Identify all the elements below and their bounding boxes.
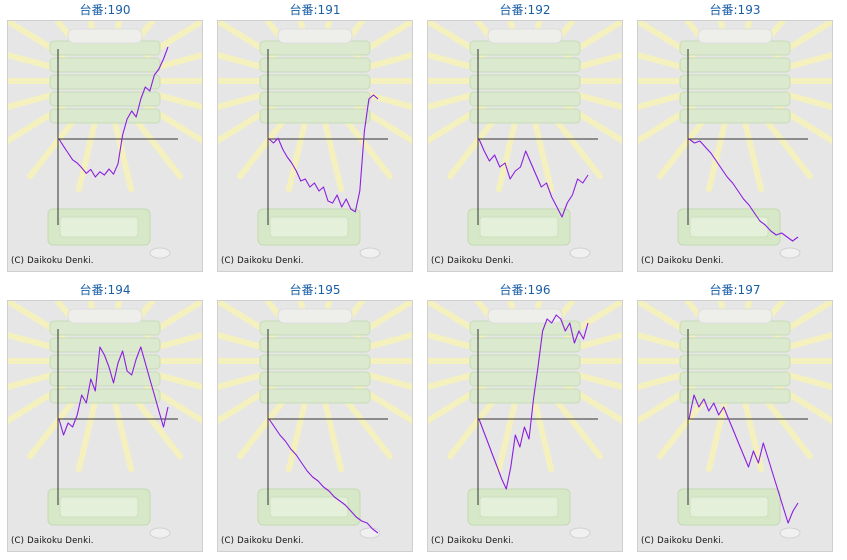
chart-cell: 台番:197 (C) Daikoku Denki. — [637, 280, 833, 552]
chart-cell: 台番:194 (C) Daikoku Denki. — [7, 280, 203, 552]
background-art — [638, 301, 832, 539]
chart-panel: (C) Daikoku Denki. — [427, 300, 623, 552]
chart-title: 台番:192 — [499, 3, 551, 17]
copyright-text: (C) Daikoku Denki. — [641, 256, 724, 266]
background-art — [428, 301, 622, 539]
background-art — [218, 301, 412, 539]
series-line — [58, 46, 169, 178]
copyright-text: (C) Daikoku Denki. — [11, 536, 94, 546]
series-line — [478, 314, 589, 490]
chart-title: 台番:194 — [79, 283, 131, 297]
chart-svg — [8, 301, 202, 539]
series-line — [478, 138, 589, 218]
chart-panel: (C) Daikoku Denki. — [7, 300, 203, 552]
chart-panel: (C) Daikoku Denki. — [217, 300, 413, 552]
copyright-text: (C) Daikoku Denki. — [431, 536, 514, 546]
chart-cell: 台番:190 (C) Daikoku Denki. — [7, 0, 203, 272]
series-line — [268, 94, 379, 213]
chart-cell: 台番:195 (C) Daikoku Denki. — [217, 280, 413, 552]
background-art — [428, 21, 622, 259]
series-line — [688, 138, 799, 242]
chart-svg — [638, 21, 832, 259]
copyright-text: (C) Daikoku Denki. — [221, 536, 304, 546]
series-line — [268, 418, 379, 534]
chart-title: 台番:191 — [289, 3, 341, 17]
chart-svg — [428, 301, 622, 539]
chart-title: 台番:193 — [709, 3, 761, 17]
background-art — [218, 21, 412, 259]
copyright-text: (C) Daikoku Denki. — [431, 256, 514, 266]
chart-panel: (C) Daikoku Denki. — [637, 20, 833, 272]
chart-title: 台番:190 — [79, 3, 131, 17]
background-art — [8, 301, 202, 539]
series-line — [58, 346, 169, 436]
chart-panel: (C) Daikoku Denki. — [427, 20, 623, 272]
chart-cell: 台番:192 (C) Daikoku Denki. — [427, 0, 623, 272]
chart-title: 台番:195 — [289, 283, 341, 297]
chart-title: 台番:196 — [499, 283, 551, 297]
chart-cell: 台番:193 (C) Daikoku Denki. — [637, 0, 833, 272]
series-line — [688, 394, 799, 524]
chart-cell: 台番:191 (C) Daikoku Denki. — [217, 0, 413, 272]
copyright-text: (C) Daikoku Denki. — [11, 256, 94, 266]
chart-cell: 台番:196 (C) Daikoku Denki. — [427, 280, 623, 552]
chart-svg — [638, 301, 832, 539]
chart-svg — [428, 21, 622, 259]
chart-svg — [218, 21, 412, 259]
chart-panel: (C) Daikoku Denki. — [637, 300, 833, 552]
chart-svg — [218, 301, 412, 539]
chart-title: 台番:197 — [709, 283, 761, 297]
background-art — [638, 21, 832, 259]
copyright-text: (C) Daikoku Denki. — [641, 536, 724, 546]
background-art — [8, 21, 202, 259]
chart-panel: (C) Daikoku Denki. — [7, 20, 203, 272]
chart-svg — [8, 21, 202, 259]
chart-panel: (C) Daikoku Denki. — [217, 20, 413, 272]
copyright-text: (C) Daikoku Denki. — [221, 256, 304, 266]
